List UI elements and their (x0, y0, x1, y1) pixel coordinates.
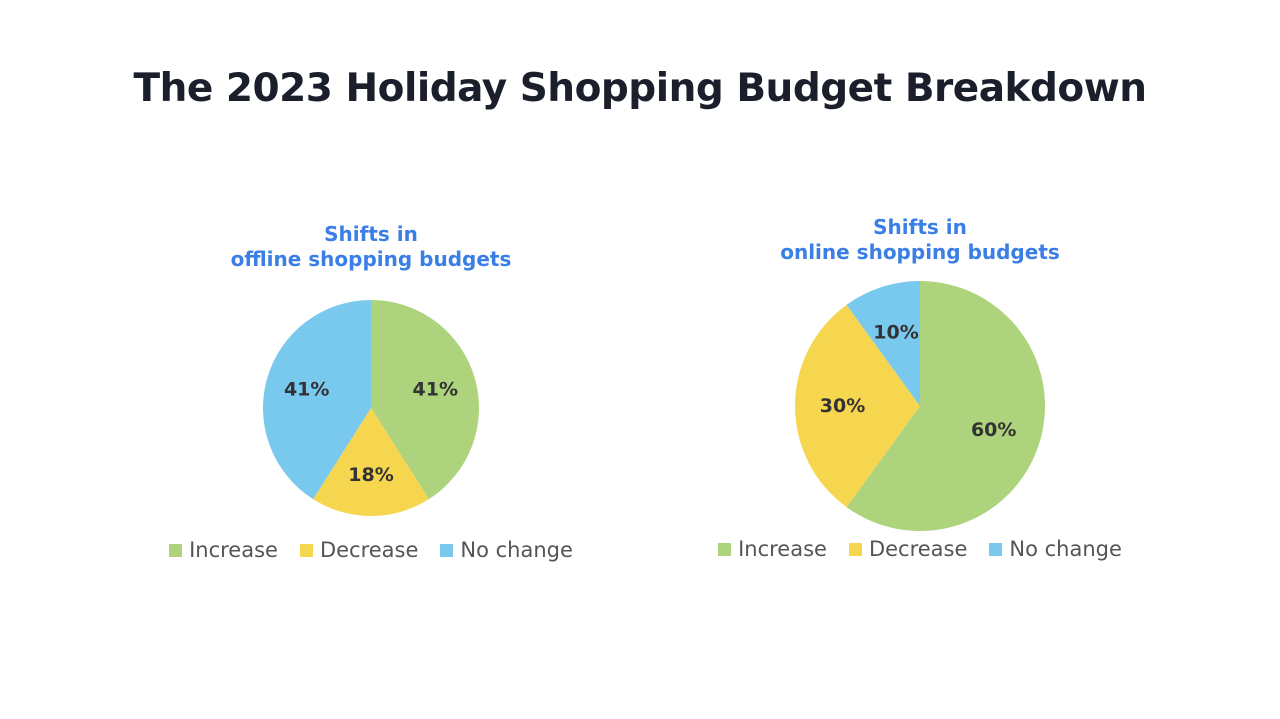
pie-slice-decrease (313, 408, 429, 516)
legend-swatch (169, 543, 183, 557)
legend-swatch (989, 542, 1003, 556)
online-budget-chart: Shifts in online shopping budgets 60% 30%… (690, 215, 1150, 561)
pie-slice-no-change (846, 281, 920, 406)
legend-item-increase: Increase (718, 537, 827, 561)
legend-item-increase: Increase (169, 538, 278, 562)
pie-slice-increase (371, 300, 479, 500)
offline-pie: 41% 18% 41% (263, 300, 479, 516)
legend-label: Increase (738, 537, 827, 561)
legend-label: No change (1009, 537, 1122, 561)
chart-title: Shifts in offline shopping budgets (141, 222, 601, 272)
data-label: 10% (873, 321, 918, 343)
legend-label: Decrease (868, 537, 968, 561)
chart-title-line-2: online shopping budgets (780, 240, 1060, 264)
legend-item-decrease: Decrease (299, 538, 419, 562)
chart-title-line-1: Shifts in (873, 215, 967, 239)
data-label: 60% (971, 419, 1016, 441)
chart-title-line-1: Shifts in (324, 222, 418, 246)
chart-legend: Increase Decrease No change (141, 538, 601, 562)
page-title: The 2023 Holiday Shopping Budget Breakdo… (133, 66, 1148, 111)
pie-slice-decrease (795, 304, 920, 508)
legend-swatch (718, 542, 732, 556)
legend-swatch (299, 543, 313, 557)
pie-slice-increase (846, 281, 1045, 531)
chart-title-line-2: offline shopping budgets (230, 247, 512, 271)
pie-slice-no-change (263, 300, 371, 500)
offline-budget-chart: Shifts in offline shopping budgets 41% 18… (141, 222, 601, 562)
legend-label: Decrease (319, 538, 419, 562)
chart-legend: Increase Decrease No change (690, 537, 1150, 561)
legend-label: Increase (189, 538, 278, 562)
data-label: 41% (284, 378, 329, 400)
data-label: 30% (820, 395, 865, 417)
legend-item-no-change: No change (989, 537, 1122, 561)
legend-swatch (848, 542, 862, 556)
legend-label: No change (460, 538, 573, 562)
legend-item-decrease: Decrease (848, 537, 968, 561)
data-label: 41% (413, 378, 458, 400)
chart-title: Shifts in online shopping budgets (690, 215, 1150, 265)
data-label: 18% (348, 464, 393, 486)
legend-item-no-change: No change (440, 538, 573, 562)
legend-swatch (440, 543, 454, 557)
online-pie: 60% 30% 10% (795, 281, 1045, 531)
